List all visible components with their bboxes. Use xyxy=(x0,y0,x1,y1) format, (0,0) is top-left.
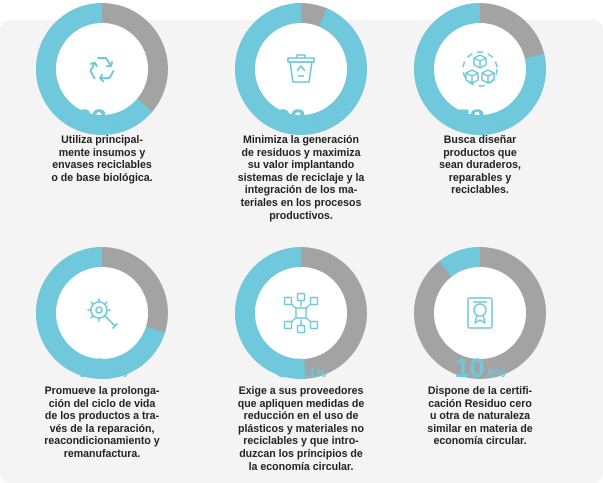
percentage-label: 10,6% xyxy=(380,355,580,382)
description-line: reparables y xyxy=(448,171,512,184)
donut-hole xyxy=(56,23,148,115)
donut-value-segment xyxy=(36,247,166,379)
description-line: Exige a sus proveedores xyxy=(238,385,364,397)
recycling-bin-icon xyxy=(287,54,315,83)
description-line: Promueve la prolonga- xyxy=(44,385,160,397)
description-line: u otra de naturaleza xyxy=(429,410,531,423)
description-line: mente insumos y xyxy=(58,146,146,159)
donut-hole xyxy=(56,267,148,359)
description-line: similar en materia de xyxy=(427,422,533,435)
description-line: Utiliza principal- xyxy=(61,134,143,146)
percentage-label: 93,6% xyxy=(201,106,401,133)
description-line: sistemas de reciclaje y la xyxy=(237,171,365,184)
percentage-decimal: ,7% xyxy=(484,117,506,131)
percentage-decimal: ,1% xyxy=(305,366,327,380)
description-line: economía circular. xyxy=(433,435,527,448)
description-line: duzcan los principios de xyxy=(239,447,363,460)
donut-value-segment xyxy=(414,3,546,135)
donut-value-segment xyxy=(36,3,153,135)
description: Exige a sus proveedores que apliquen medi… xyxy=(201,385,401,473)
description-line: plásticos y materiales no xyxy=(237,422,364,435)
percentage-decimal: ,6% xyxy=(484,366,506,380)
donut-hole xyxy=(255,23,347,115)
description-line: Dispone de la certifi- xyxy=(427,385,533,397)
description-line: reciclables y que intro- xyxy=(243,435,359,448)
donut-chart xyxy=(36,247,168,379)
description-line: Minimiza la generación xyxy=(243,134,359,146)
description: Promueve la prolonga-ción del ciclo de v… xyxy=(2,385,202,461)
percentage-integer: 10 xyxy=(454,353,485,383)
percentage-label: 51,1% xyxy=(201,355,401,382)
description-line: remanufactura. xyxy=(63,447,141,460)
description-line: reacondicionamiento y xyxy=(44,435,160,448)
percentage-integer: 51 xyxy=(275,353,306,383)
percentage-integer: 63 xyxy=(76,104,107,134)
description-line: reciclables. xyxy=(451,184,509,197)
percentage-integer: 70 xyxy=(76,353,107,383)
description: Busca diseñar productos que sean duraderos… xyxy=(380,134,580,197)
supply-network-icon xyxy=(283,292,319,334)
description-line: reducción en el uso de xyxy=(243,410,359,423)
donut-chart xyxy=(235,3,367,135)
description-line: teriales en los procesos xyxy=(240,196,362,209)
description-line: Busca diseñar xyxy=(443,134,517,146)
percentage-label: 70,2% xyxy=(2,355,202,382)
certificate-icon xyxy=(467,297,493,329)
donut-value-segment xyxy=(439,247,480,277)
percentage-label: 78,7% xyxy=(380,106,580,133)
boxes-cycle-icon xyxy=(462,51,498,87)
description-line: productivos. xyxy=(269,209,333,222)
donut-hole xyxy=(434,23,526,115)
description: Minimiza la generación de residuos y maxi… xyxy=(201,134,401,222)
donut-chart xyxy=(414,247,546,379)
percentage-label: 63,8% xyxy=(2,106,202,133)
percentage-integer: 93 xyxy=(275,104,306,134)
donut-remainder-segment xyxy=(414,247,546,379)
donut-chart xyxy=(414,3,546,135)
donut-chart xyxy=(235,247,367,379)
description-line: o de base biológica. xyxy=(51,171,153,184)
gear-wrench-icon xyxy=(87,298,118,329)
donut-hole xyxy=(255,267,347,359)
description-line: la economía circular. xyxy=(248,460,354,473)
donut-value-segment xyxy=(235,3,367,135)
description-line: que apliquen medidas de xyxy=(237,397,365,410)
description-line: de residuos y maximiza xyxy=(241,146,361,159)
recycle-icon xyxy=(89,57,115,83)
description-line: integración de los ma- xyxy=(244,184,358,197)
percentage-decimal: ,6% xyxy=(305,117,327,131)
description-line: ción del ciclo de vida xyxy=(48,397,156,410)
description: Utiliza principal-mente insumos y envases… xyxy=(2,134,202,184)
description-line: sean duraderos, xyxy=(439,159,521,172)
donut-chart xyxy=(36,3,168,135)
description-line: envases reciclables xyxy=(52,159,152,172)
description-line: su valor implantando xyxy=(247,159,355,172)
description-line: cación Residuo cero xyxy=(428,397,532,410)
percentage-decimal: ,2% xyxy=(106,366,128,380)
percentage-decimal: ,8% xyxy=(106,117,128,131)
donut-value-segment xyxy=(235,247,306,379)
description-line: productos que xyxy=(443,146,517,159)
description-line: de los productos a tra- xyxy=(44,410,160,423)
donut-hole xyxy=(434,267,526,359)
description-line: vés de la reparación, xyxy=(49,422,155,435)
description: Dispone de la certifi-cación Residuo cer… xyxy=(380,385,580,448)
percentage-integer: 78 xyxy=(454,104,485,134)
